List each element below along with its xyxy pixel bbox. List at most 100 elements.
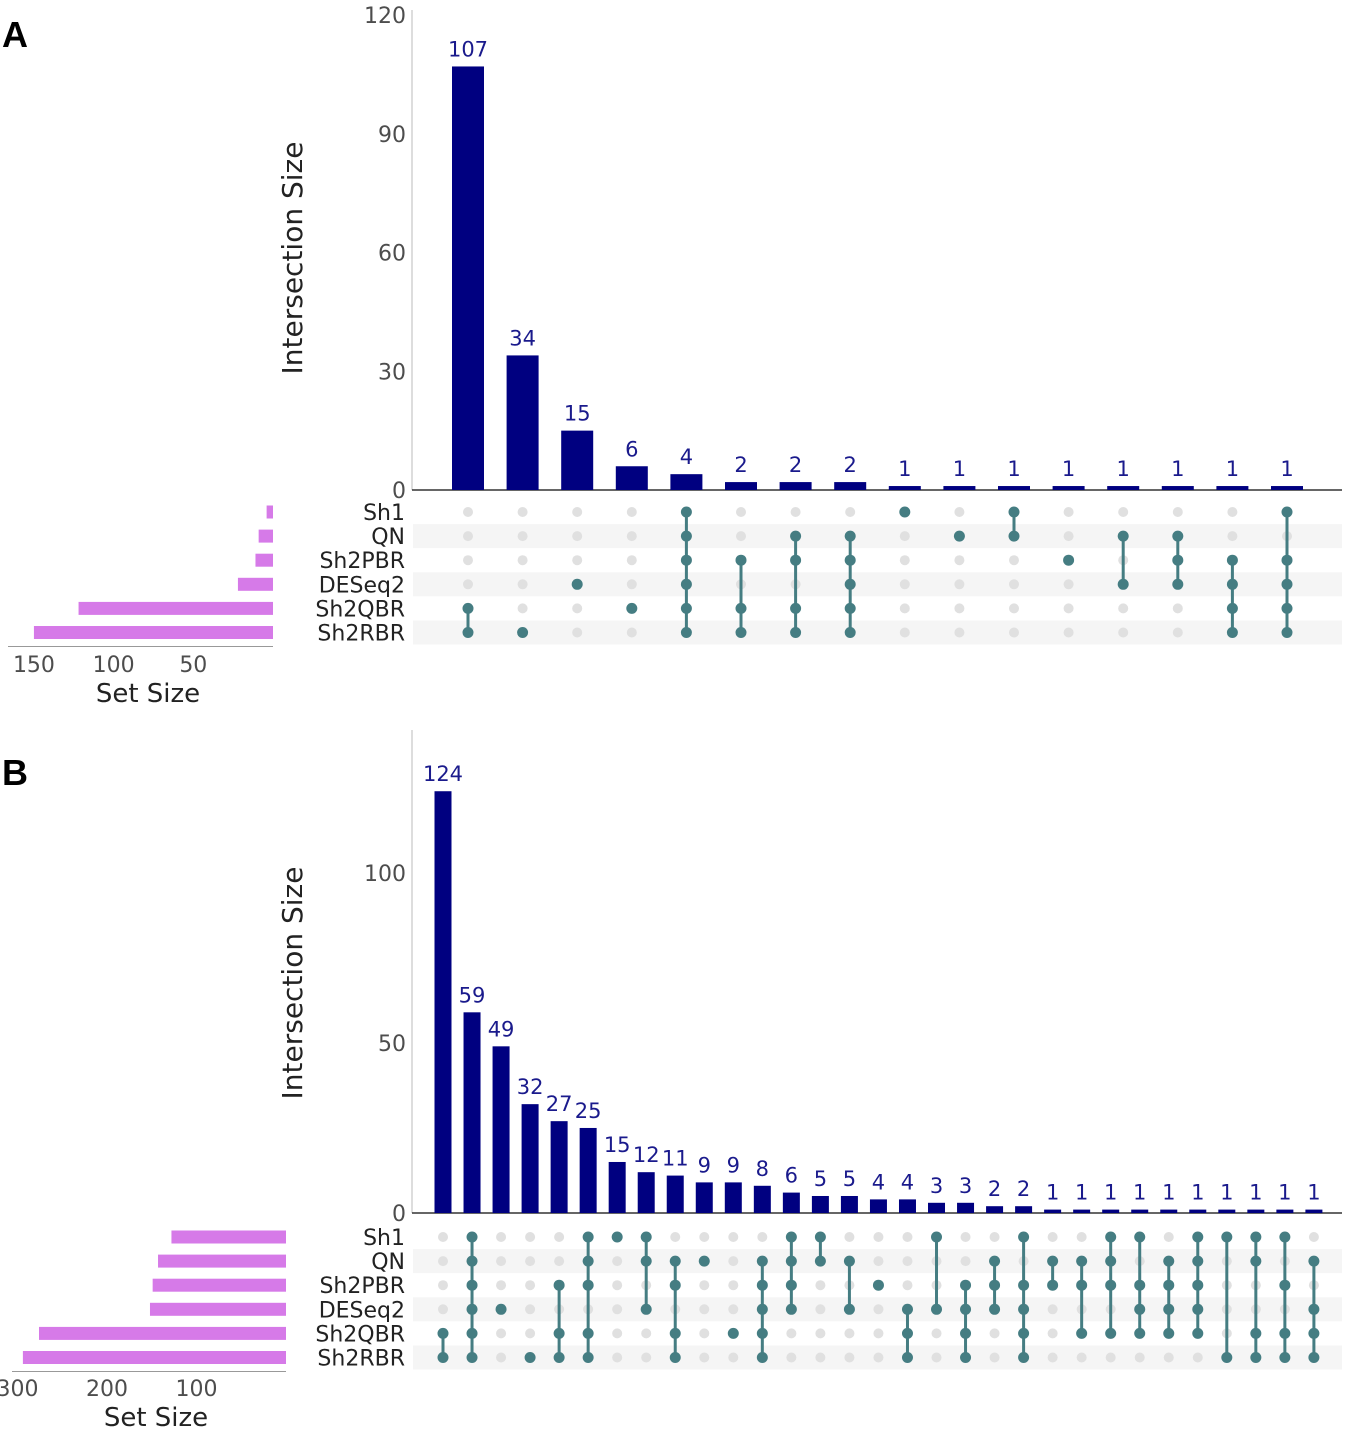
matrix-dot-filled	[960, 1303, 972, 1315]
matrix-dot-filled	[735, 627, 747, 638]
matrix-dot-empty	[641, 1328, 652, 1339]
bar-value-label: 8	[756, 1157, 769, 1181]
bar-value-label: 4	[901, 1170, 914, 1194]
intersection-bar	[561, 430, 594, 490]
intersection-bar	[670, 474, 703, 490]
intersection-bar	[615, 466, 648, 490]
set-size-tick-label: 100	[93, 653, 135, 678]
matrix-dot-empty	[496, 1256, 507, 1267]
matrix-dot-empty	[525, 1280, 536, 1291]
matrix-dot-filled	[640, 1303, 652, 1315]
matrix-dot-filled	[1047, 1255, 1059, 1267]
matrix-dot-empty	[525, 1232, 536, 1242]
matrix-dot-filled	[1134, 1279, 1146, 1291]
matrix-dot-empty	[954, 627, 965, 638]
matrix-dot-filled	[1250, 1255, 1262, 1267]
matrix-dot-empty	[438, 1256, 448, 1267]
y-axis-title: Intersection Size	[276, 142, 309, 375]
bar-value-label: 1	[1307, 1181, 1320, 1205]
y-tick-label: 0	[392, 479, 406, 504]
bar-value-label: 27	[546, 1092, 573, 1116]
matrix-dot-empty	[728, 1256, 739, 1267]
matrix-dot-empty	[1047, 1328, 1058, 1339]
matrix-dot-filled	[756, 1255, 768, 1267]
matrix-dot-filled	[466, 1279, 478, 1291]
set-size-bar	[152, 1278, 286, 1292]
matrix-dot-filled	[1279, 1279, 1291, 1291]
matrix-dot-filled	[680, 530, 692, 542]
matrix-row-stripe	[413, 620, 1342, 645]
matrix-dot-empty	[954, 579, 965, 590]
set-label: Sh2RBR	[317, 622, 405, 647]
matrix-dot-filled	[680, 627, 692, 638]
y-tick-label: 60	[378, 242, 406, 267]
matrix-dot-filled	[989, 1303, 1001, 1315]
set-label: Sh1	[363, 501, 405, 526]
matrix-dot-empty	[517, 507, 528, 517]
matrix-dot-empty	[626, 531, 637, 542]
matrix-dot-filled	[517, 627, 529, 638]
matrix-dot-filled	[640, 1255, 652, 1267]
set-label: QN	[371, 1250, 405, 1275]
matrix-dot-empty	[815, 1280, 826, 1291]
matrix-dot-empty	[572, 507, 583, 517]
matrix-dot-filled	[960, 1279, 972, 1291]
matrix-dot-empty	[815, 1304, 826, 1315]
matrix-dot-filled	[1281, 627, 1293, 638]
matrix-dot-empty	[626, 579, 637, 590]
matrix-dot-filled	[844, 627, 856, 638]
intersection-bar	[898, 1199, 916, 1213]
set-size-tick-label: 200	[86, 1377, 128, 1402]
matrix-dot-filled	[680, 602, 692, 614]
bar-value-label: 32	[517, 1075, 544, 1099]
matrix-dot-filled	[1117, 578, 1129, 590]
matrix-dot-filled	[582, 1231, 594, 1243]
matrix-dot-filled	[1192, 1327, 1204, 1339]
matrix-dot-filled	[785, 1255, 797, 1267]
matrix-dot-filled	[680, 578, 692, 590]
intersection-bar	[1044, 1209, 1062, 1213]
bar-value-label: 2	[988, 1177, 1001, 1201]
intersection-bar	[463, 1012, 481, 1213]
matrix-dot-empty	[873, 1256, 884, 1267]
bar-value-label: 1	[1075, 1181, 1088, 1205]
matrix-row-stripe	[413, 524, 1342, 549]
matrix-dot-filled	[640, 1231, 652, 1243]
matrix-dot-filled	[1076, 1255, 1088, 1267]
intersection-bar	[986, 1206, 1004, 1213]
bar-value-label: 1	[1226, 457, 1239, 481]
bar-value-label: 1	[1278, 1181, 1291, 1205]
matrix-dot-empty	[517, 579, 528, 590]
matrix-dot-filled	[901, 1327, 913, 1339]
matrix-dot-filled	[669, 1279, 681, 1291]
matrix-dot-empty	[728, 1352, 739, 1363]
matrix-dot-filled	[1047, 1279, 1059, 1291]
matrix-dot-empty	[1047, 1304, 1058, 1315]
matrix-dot-filled	[814, 1231, 826, 1243]
matrix-dot-empty	[641, 1352, 652, 1363]
matrix-dot-filled	[553, 1327, 565, 1339]
matrix-dot-empty	[1118, 603, 1129, 614]
matrix-dot-empty	[1227, 507, 1238, 517]
intersection-bar	[1305, 1209, 1323, 1213]
set-size-tick-label: 50	[179, 653, 207, 678]
matrix-dot-filled	[1105, 1231, 1117, 1243]
bar-value-label: 15	[604, 1133, 631, 1157]
matrix-dot-empty	[699, 1352, 710, 1363]
matrix-dot-filled	[1279, 1231, 1291, 1243]
matrix-dot-empty	[989, 1328, 1000, 1339]
intersection-bar	[1160, 1209, 1178, 1213]
matrix-dot-empty	[873, 1304, 884, 1315]
matrix-dot-empty	[1063, 531, 1074, 542]
matrix-dot-empty	[626, 555, 637, 566]
matrix-dot-filled	[437, 1327, 449, 1339]
matrix-dot-empty	[612, 1328, 623, 1339]
set-size-bar	[255, 553, 273, 567]
matrix-dot-empty	[525, 1304, 536, 1315]
set-size-axis-title: Set Size	[96, 679, 200, 709]
matrix-dot-empty	[1076, 1232, 1087, 1242]
matrix-dot-filled	[843, 1255, 855, 1267]
y-tick-label: 0	[392, 1202, 406, 1227]
matrix-dot-filled	[1134, 1231, 1146, 1243]
matrix-dot-empty	[899, 555, 910, 566]
